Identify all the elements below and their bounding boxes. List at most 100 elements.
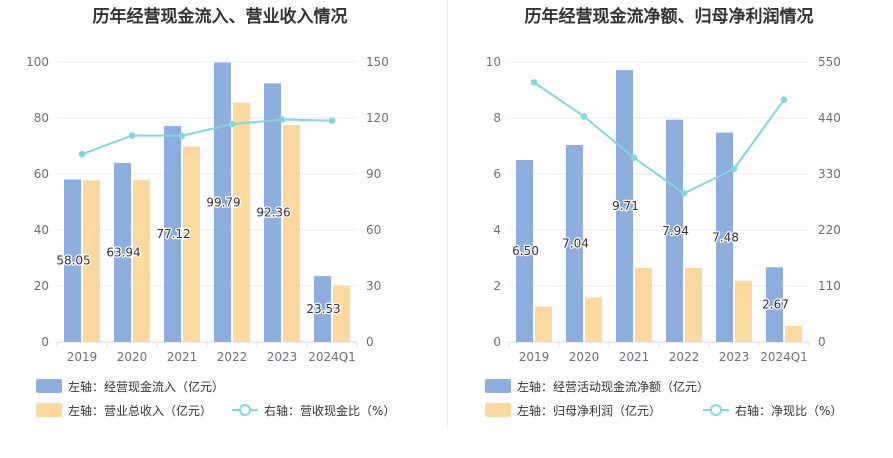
bar-data-label: 58.05 bbox=[56, 254, 90, 268]
left-axis-tick-label: 20 bbox=[34, 279, 49, 293]
bar-secondary bbox=[785, 326, 802, 342]
left-axis-tick-label: 100 bbox=[26, 55, 49, 69]
legend-swatch-line-marker bbox=[239, 404, 251, 416]
legend-swatch-bar-secondary bbox=[485, 403, 511, 417]
chart-title: 历年经营现金流净额、归母净利润情况 bbox=[524, 7, 814, 27]
chart-panel-cash-inflow: 历年经营现金流入、营业收入情况 0 0 20 30 40 60 60 90 80 120 100 15… bbox=[0, 0, 440, 430]
legend: 左轴：经营现金流入（亿元） 左轴：营业总收入（亿元） 右轴：营收现金比（%） bbox=[36, 379, 395, 418]
left-axis-tick-label: 6 bbox=[493, 167, 501, 181]
bar-primary bbox=[114, 162, 131, 342]
bar-secondary bbox=[283, 125, 300, 342]
bar-data-label: 7.04 bbox=[562, 236, 589, 250]
legend-label: 左轴：归母净利润（亿元） bbox=[517, 403, 661, 418]
bar-primary bbox=[264, 83, 281, 342]
x-axis-tick-label: 2023 bbox=[267, 350, 298, 364]
legend-label: 左轴：营业总收入（亿元） bbox=[68, 403, 212, 418]
right-axis-tick-label: 0 bbox=[818, 335, 826, 349]
x-axis-tick-label: 2019 bbox=[519, 350, 550, 364]
bar-primary bbox=[164, 126, 181, 343]
bar-secondary bbox=[233, 102, 250, 342]
bar-secondary bbox=[735, 280, 752, 342]
line-point bbox=[680, 190, 688, 197]
legend-swatch-bar-secondary bbox=[36, 403, 62, 417]
bar-data-label: 63.94 bbox=[106, 245, 140, 259]
bar-primary bbox=[64, 179, 81, 342]
left-axis-tick-label: 80 bbox=[34, 111, 49, 125]
left-axis-tick-label: 10 bbox=[486, 55, 501, 69]
legend-swatch-line-marker bbox=[710, 404, 722, 416]
right-axis-tick-label: 60 bbox=[366, 223, 381, 237]
line-point bbox=[178, 132, 186, 140]
x-axis-tick-label: 2023 bbox=[719, 350, 750, 364]
panel-divider bbox=[447, 0, 448, 430]
x-axis-tick-label: 2020 bbox=[117, 350, 148, 364]
bar-primary bbox=[214, 62, 231, 342]
right-axis-tick-label: 0 bbox=[366, 335, 374, 349]
bar-data-label: 7.48 bbox=[712, 230, 739, 244]
bar-data-label: 92.36 bbox=[256, 206, 290, 220]
line-series bbox=[533, 81, 785, 195]
bar-primary bbox=[516, 160, 533, 342]
x-axis-tick-label: 2022 bbox=[217, 350, 248, 364]
right-axis-tick-label: 550 bbox=[818, 55, 841, 69]
bar-data-label: 7.94 bbox=[662, 224, 689, 238]
right-axis-tick-label: 150 bbox=[366, 55, 389, 69]
legend: 左轴：经营活动现金流净额（亿元） 左轴：归母净利润（亿元） 右轴：净现比（%） bbox=[485, 379, 842, 418]
left-axis-tick-label: 0 bbox=[493, 335, 501, 349]
line-point bbox=[780, 96, 788, 103]
x-axis-tick-label: 2021 bbox=[619, 350, 650, 364]
legend-label: 右轴：营收现金比（%） bbox=[264, 403, 395, 418]
x-axis-tick-label: 2022 bbox=[669, 350, 700, 364]
legend-label: 左轴：经营现金流入（亿元） bbox=[68, 379, 224, 394]
page-footer-band bbox=[0, 430, 893, 458]
left-axis-tick-label: 60 bbox=[34, 167, 49, 181]
chart-svg-net-cash: 0 0 2 110 4 220 6 330 8 440 10 550 2019 2020 2021 2022 2… bbox=[485, 55, 842, 418]
right-axis-tick-label: 90 bbox=[366, 167, 381, 181]
right-axis-tick-label: 440 bbox=[818, 111, 841, 125]
line-point bbox=[228, 120, 236, 128]
bar-primary bbox=[616, 70, 633, 343]
line-series bbox=[81, 118, 333, 156]
bar-primary bbox=[766, 267, 783, 342]
bar-primary bbox=[314, 276, 331, 342]
line-point bbox=[630, 154, 638, 162]
bar-primary bbox=[716, 132, 733, 342]
left-axis-tick-label: 4 bbox=[493, 223, 501, 237]
x-axis-tick-label: 2024Q1 bbox=[760, 350, 808, 364]
line-point bbox=[128, 132, 136, 139]
left-axis-tick-label: 8 bbox=[493, 111, 501, 125]
legend-swatch-bar-primary bbox=[485, 379, 511, 393]
chart-title: 历年经营现金流入、营业收入情况 bbox=[92, 7, 348, 27]
bar-secondary bbox=[333, 285, 350, 342]
bar-data-label: 2.67 bbox=[762, 298, 789, 312]
bar-secondary bbox=[685, 267, 702, 342]
legend-label: 左轴：经营活动现金流净额（亿元） bbox=[517, 379, 709, 394]
bar-secondary bbox=[83, 180, 100, 342]
bar-primary bbox=[666, 119, 683, 343]
bar-data-label: 99.79 bbox=[206, 195, 240, 209]
legend-swatch-bar-primary bbox=[36, 379, 62, 393]
line-point bbox=[278, 116, 286, 123]
left-axis-tick-label: 0 bbox=[41, 335, 49, 349]
right-axis-tick-label: 120 bbox=[366, 111, 389, 125]
right-axis-tick-label: 30 bbox=[366, 279, 381, 293]
left-axis-tick-label: 2 bbox=[493, 279, 501, 293]
x-axis-tick-label: 2019 bbox=[67, 350, 98, 364]
bar-secondary bbox=[535, 306, 552, 342]
right-axis-tick-label: 220 bbox=[818, 223, 841, 237]
x-axis-tick-label: 2020 bbox=[569, 350, 600, 364]
bar-primary bbox=[566, 144, 583, 342]
bar-data-label: 23.53 bbox=[306, 302, 340, 316]
chart-svg-cash-inflow: 0 0 20 30 40 60 60 90 80 120 100 150 2019 2020 2021 202… bbox=[26, 55, 395, 418]
bar-data-label: 6.50 bbox=[512, 244, 539, 258]
line-point bbox=[580, 113, 588, 120]
line-point bbox=[78, 150, 86, 158]
x-axis-tick-label: 2021 bbox=[167, 350, 198, 364]
line-point bbox=[328, 117, 336, 124]
bar-data-label: 77.12 bbox=[156, 227, 190, 241]
chart-panel-net-cash: 历年经营现金流净额、归母净利润情况 0 0 2 110 4 220 6 330 8 440 10 55… bbox=[449, 0, 889, 430]
line-point bbox=[530, 79, 538, 86]
bar-data-label: 9.71 bbox=[612, 199, 639, 213]
bar-secondary bbox=[585, 297, 602, 342]
line-point bbox=[730, 165, 738, 173]
